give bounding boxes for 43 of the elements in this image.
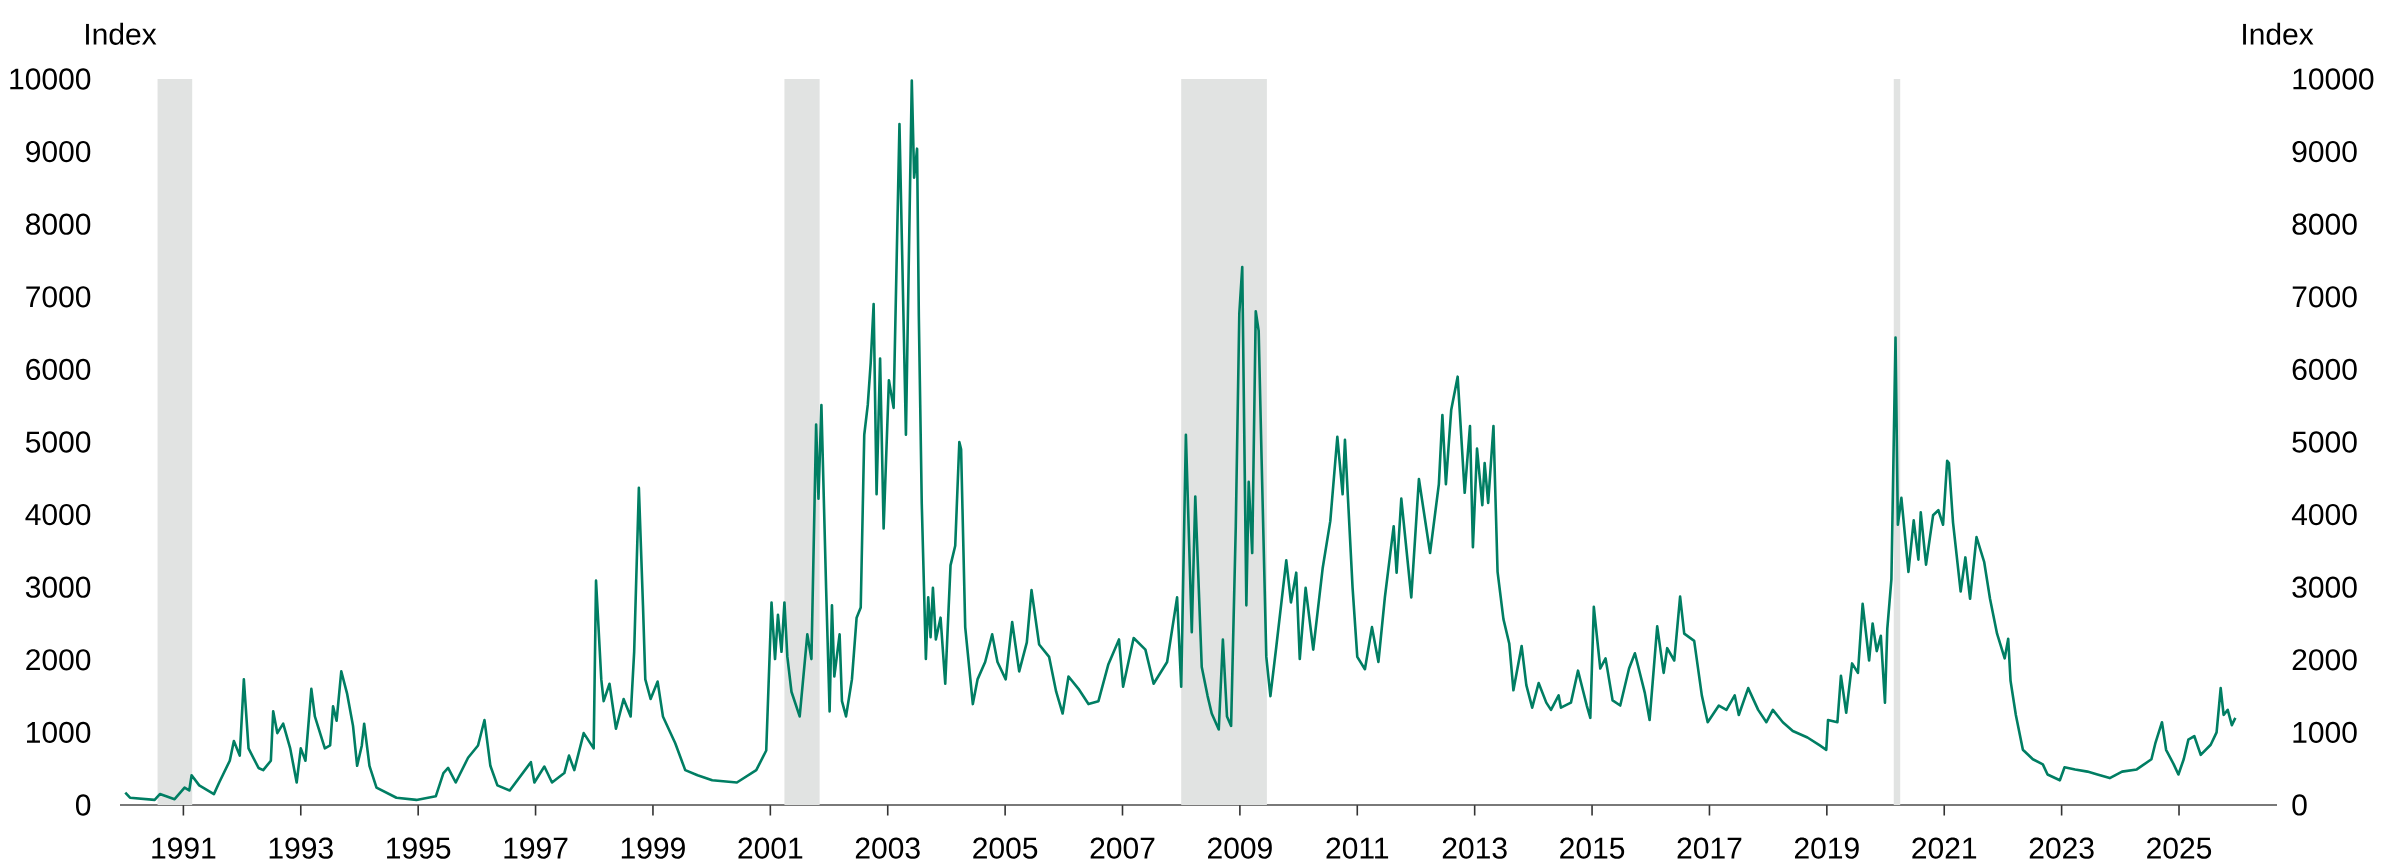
- x-tick-label: 2015: [1560, 837, 1625, 859]
- y2-tick-label: 7000: [2292, 286, 2357, 308]
- x-tick-label: 2007: [1090, 837, 1155, 859]
- y-tick-label: 4000: [25, 503, 91, 526]
- y2-tick-label: 10000: [2293, 68, 2374, 90]
- y2-tick-label: 1000: [2293, 721, 2357, 744]
- y-tick-label: 6000: [26, 358, 91, 381]
- x-tick-label: 2003: [855, 837, 920, 859]
- x-tick-label: 2023: [2029, 837, 2094, 859]
- y-tick-label: 7000: [26, 286, 91, 308]
- y2-tick-label: 2000: [2292, 649, 2357, 671]
- x-tick-label: 1999: [621, 837, 685, 859]
- y2-tick-label: 5000: [2292, 431, 2357, 453]
- y2-tick-label: 8000: [2292, 213, 2357, 235]
- y2-tick-label: 4000: [2291, 503, 2357, 526]
- y-tick-label: 9000: [26, 140, 91, 163]
- y-tick-label: 1000: [27, 721, 91, 744]
- y-axis-title: Index: [86, 22, 157, 45]
- x-tick-label: 2005: [973, 837, 1038, 859]
- x-tick-label: 2021: [1912, 837, 1977, 859]
- x-tick-label: 1997: [504, 837, 568, 859]
- y2-tick-label: 6000: [2292, 358, 2357, 381]
- x-tick-label: 2013: [1442, 837, 1507, 859]
- y-tick-label: 3000: [25, 576, 91, 598]
- x-tick-label: 1995: [387, 837, 451, 859]
- x-tick-label: 1993: [269, 837, 333, 859]
- x-tick-label: 2001: [738, 837, 803, 859]
- y2-axis-title: Index: [2243, 22, 2314, 45]
- x-tick-label: 2019: [1794, 837, 1859, 859]
- x-tick-label: 1991: [152, 837, 216, 859]
- y2-tick-label: 0: [2292, 794, 2307, 816]
- y-tick-label: 10000: [10, 68, 91, 90]
- y-tick-label: 5000: [25, 431, 91, 453]
- y-tick-label: 0: [75, 794, 91, 816]
- x-tick-label: 2009: [1208, 837, 1272, 859]
- x-tick-label: 2025: [2147, 837, 2212, 859]
- y2-tick-label: 9000: [2292, 140, 2357, 163]
- x-tick-label: 2011: [1326, 837, 1389, 859]
- line-series: [123, 79, 2237, 802]
- y-tick-label: 2000: [26, 649, 91, 671]
- y-tick-label: 8000: [26, 213, 91, 235]
- y2-tick-label: 3000: [2292, 576, 2357, 598]
- x-tick-label: 2017: [1677, 837, 1742, 859]
